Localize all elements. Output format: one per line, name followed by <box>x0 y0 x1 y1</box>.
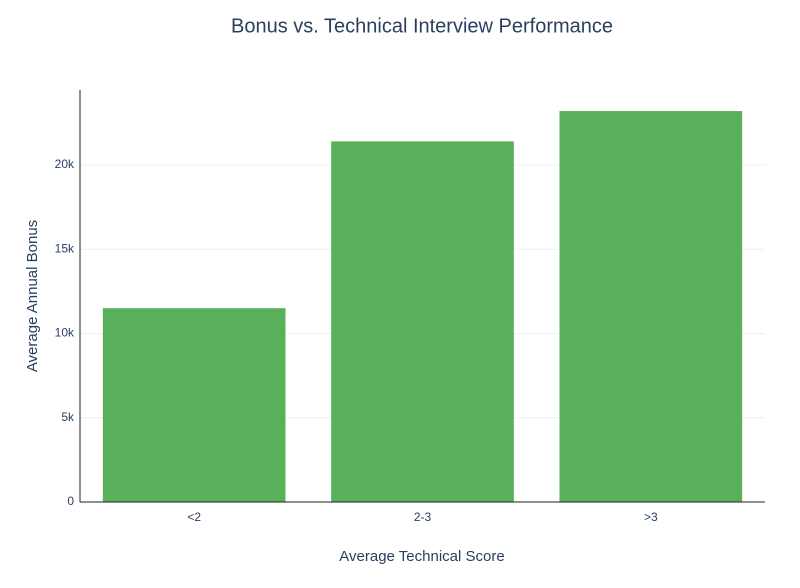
y-tick-label: 0 <box>67 494 74 508</box>
chart-title: Bonus vs. Technical Interview Performanc… <box>231 15 613 37</box>
bar <box>331 141 514 502</box>
y-tick-label: 15k <box>55 241 75 255</box>
bar <box>559 111 743 503</box>
y-tick-label: 5k <box>61 410 75 424</box>
y-axis-title: Average Annual Bonus <box>24 220 41 372</box>
x-tick-label: >3 <box>644 510 658 524</box>
y-tick-label: 10k <box>55 326 75 340</box>
x-tick-label: <2 <box>187 510 201 524</box>
y-tick-label: 20k <box>55 157 75 171</box>
x-tick-label: 2-3 <box>414 510 432 524</box>
bar <box>102 308 286 502</box>
x-axis-title: Average Technical Score <box>339 548 504 565</box>
